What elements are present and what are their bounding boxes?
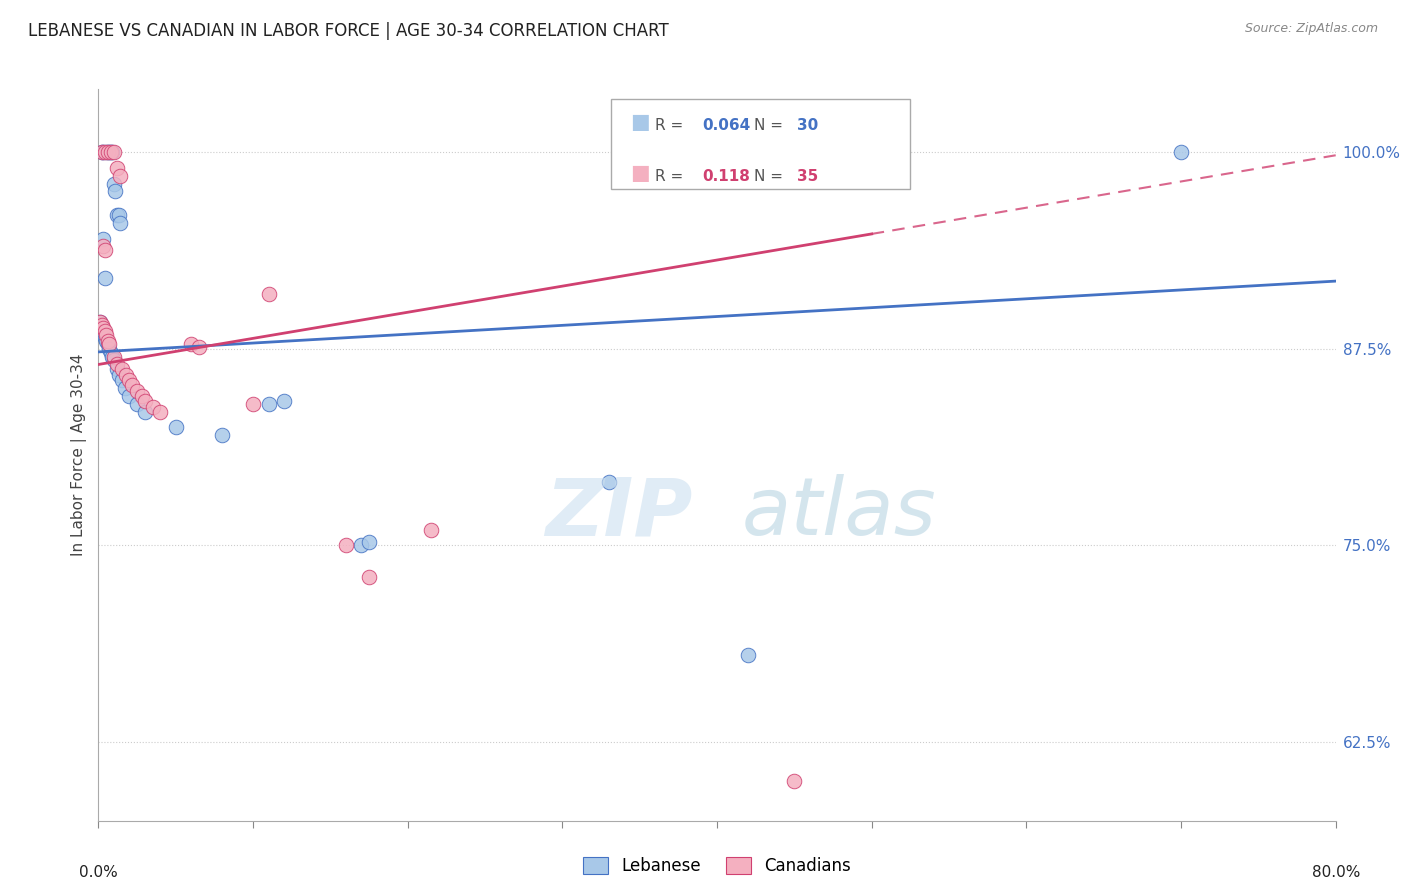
- Point: [104, 185, 127, 199]
- Point: [131, 389, 153, 403]
- Point: [97, 337, 120, 351]
- Point: [96, 334, 118, 348]
- Point: [91, 326, 114, 340]
- Point: [98, 337, 121, 351]
- Point: [111, 373, 134, 387]
- Text: 0.0%: 0.0%: [79, 864, 118, 880]
- Point: [91, 232, 114, 246]
- Point: [98, 145, 121, 160]
- Point: [100, 145, 122, 160]
- Point: [105, 161, 128, 175]
- Legend: Lebanese, Canadians: Lebanese, Canadians: [574, 847, 860, 886]
- Y-axis label: In Labor Force | Age 30-34: In Labor Force | Age 30-34: [72, 353, 87, 557]
- Point: [105, 358, 128, 372]
- Point: [108, 169, 131, 183]
- Text: LEBANESE VS CANADIAN IN LABOR FORCE | AGE 30-34 CORRELATION CHART: LEBANESE VS CANADIAN IN LABOR FORCE | AG…: [28, 22, 669, 40]
- Point: [107, 368, 129, 383]
- Text: 30: 30: [797, 119, 818, 133]
- Text: R =: R =: [655, 119, 683, 133]
- Point: [419, 523, 441, 537]
- Text: 0.118: 0.118: [702, 169, 749, 185]
- Point: [96, 327, 118, 342]
- Text: 0.064: 0.064: [702, 119, 751, 133]
- Text: N =: N =: [754, 119, 783, 133]
- Text: N =: N =: [754, 169, 783, 185]
- Point: [114, 381, 136, 395]
- Point: [737, 648, 759, 663]
- Point: [89, 315, 111, 329]
- Point: [93, 325, 115, 339]
- Point: [96, 145, 118, 160]
- Point: [98, 342, 121, 356]
- Point: [93, 243, 115, 257]
- Point: [90, 321, 112, 335]
- Point: [357, 535, 380, 549]
- Text: ■: ■: [630, 112, 650, 132]
- Point: [115, 368, 138, 383]
- Point: [89, 315, 111, 329]
- Point: [273, 393, 295, 408]
- Point: [165, 420, 187, 434]
- Point: [598, 475, 620, 490]
- Text: atlas: atlas: [742, 475, 936, 552]
- Point: [93, 271, 115, 285]
- Point: [107, 208, 129, 222]
- Point: [91, 145, 114, 160]
- Point: [103, 145, 125, 160]
- Text: 80.0%: 80.0%: [1312, 864, 1360, 880]
- Point: [357, 570, 380, 584]
- Point: [105, 208, 128, 222]
- Point: [100, 145, 122, 160]
- Point: [127, 384, 149, 399]
- Point: [100, 346, 122, 360]
- Point: [134, 405, 156, 419]
- Point: [93, 145, 115, 160]
- Point: [180, 337, 202, 351]
- Point: [111, 362, 134, 376]
- Point: [121, 378, 143, 392]
- Point: [91, 239, 114, 253]
- Point: [93, 331, 115, 345]
- Text: ZIP: ZIP: [546, 475, 692, 552]
- Point: [103, 352, 125, 367]
- Point: [118, 389, 141, 403]
- Point: [242, 397, 264, 411]
- Text: ■: ■: [630, 163, 650, 184]
- Point: [97, 145, 120, 160]
- Point: [90, 318, 112, 333]
- Point: [105, 362, 128, 376]
- Point: [350, 538, 373, 552]
- Point: [134, 393, 156, 408]
- Point: [108, 216, 131, 230]
- Point: [335, 538, 357, 552]
- Point: [188, 340, 211, 354]
- Point: [103, 177, 125, 191]
- Point: [142, 400, 165, 414]
- Text: R =: R =: [655, 169, 683, 185]
- Point: [90, 145, 112, 160]
- Point: [91, 321, 114, 335]
- Point: [90, 145, 112, 160]
- Point: [149, 405, 172, 419]
- Point: [127, 397, 149, 411]
- Point: [101, 350, 124, 364]
- Point: [257, 286, 280, 301]
- Point: [257, 397, 280, 411]
- Point: [97, 145, 120, 160]
- Point: [118, 373, 141, 387]
- Point: [103, 350, 125, 364]
- Point: [1170, 145, 1192, 160]
- Point: [97, 334, 120, 348]
- Text: Source: ZipAtlas.com: Source: ZipAtlas.com: [1244, 22, 1378, 36]
- Point: [783, 774, 806, 789]
- Text: 35: 35: [797, 169, 818, 185]
- Point: [211, 428, 233, 442]
- Point: [101, 145, 124, 160]
